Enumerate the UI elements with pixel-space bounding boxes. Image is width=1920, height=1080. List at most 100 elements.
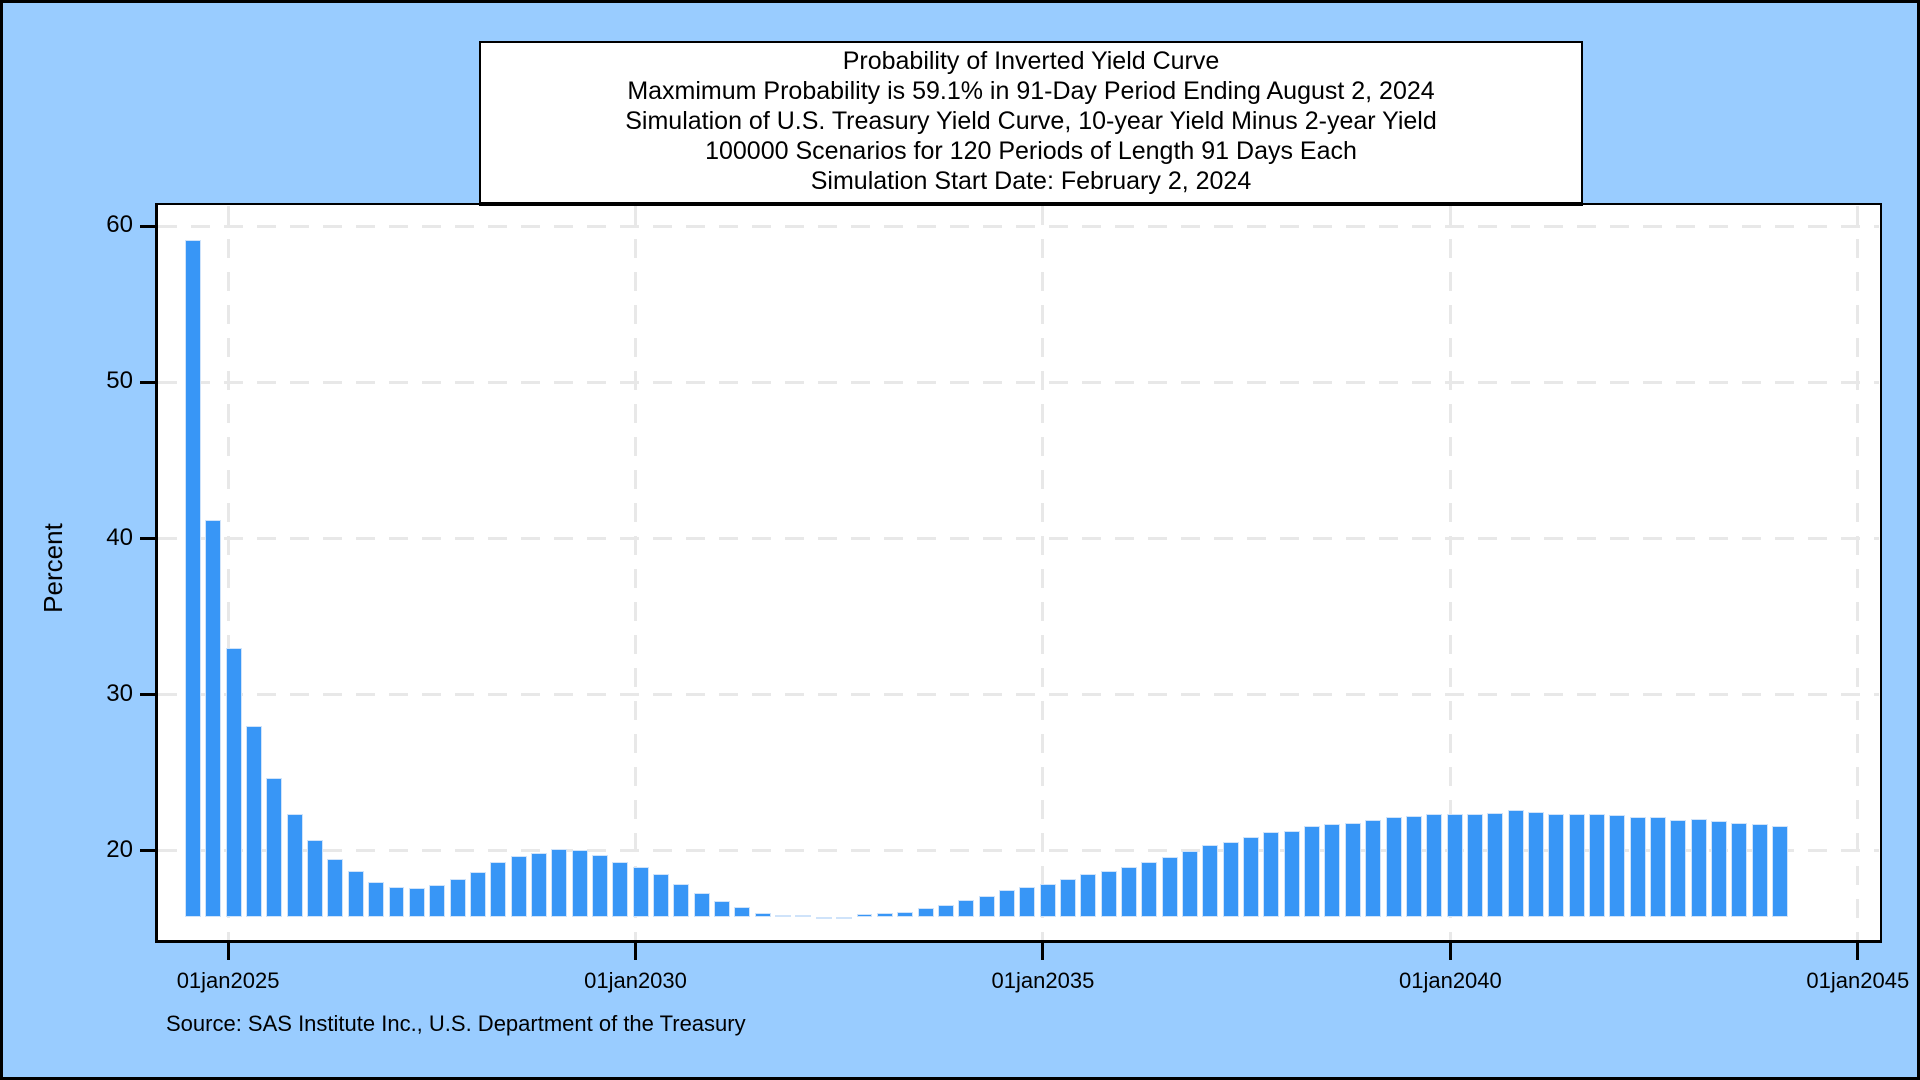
x-tick-label: 01jan2035 <box>991 968 1095 993</box>
probability-bar <box>876 913 893 917</box>
probability-bar <box>1609 815 1626 917</box>
probability-bar <box>490 861 507 917</box>
probability-bar <box>225 647 242 917</box>
y-tick-label: 30 <box>106 679 133 707</box>
y-tick-mark <box>140 849 155 853</box>
probability-bar <box>734 907 751 917</box>
probability-bar <box>551 848 568 917</box>
title-box: Probability of Inverted Yield Curve Maxm… <box>479 41 1583 206</box>
x-tick-mark <box>1448 943 1452 960</box>
probability-bar <box>1161 857 1178 917</box>
y-tick-label: 50 <box>106 367 133 395</box>
probability-bar <box>795 915 812 917</box>
title-line-3: Simulation of U.S. Treasury Yield Curve,… <box>625 107 1437 135</box>
probability-bar <box>1731 822 1748 917</box>
probability-bar <box>1283 830 1300 917</box>
probability-bar <box>1080 874 1097 917</box>
probability-bar <box>1324 824 1341 917</box>
probability-bar <box>591 854 608 917</box>
probability-bar <box>307 840 324 917</box>
probability-bar <box>815 916 832 919</box>
probability-bar <box>714 900 731 917</box>
probability-bar <box>1751 824 1768 917</box>
probability-bar <box>246 726 263 917</box>
probability-bar <box>754 913 771 917</box>
probability-bar <box>1711 821 1728 917</box>
x-gridline <box>1041 206 1045 940</box>
y-axis-title: Percent <box>38 523 68 613</box>
y-gridline <box>158 224 1879 228</box>
probability-bar <box>1243 836 1260 917</box>
probability-bar <box>1629 816 1646 917</box>
y-gridline <box>158 537 1879 541</box>
probability-bar <box>1446 813 1463 917</box>
x-gridline <box>226 206 230 940</box>
probability-bar <box>1772 825 1789 917</box>
probability-bar <box>408 888 425 917</box>
y-tick-label: 20 <box>106 835 133 863</box>
probability-bar <box>1141 861 1158 917</box>
y-tick-mark <box>140 224 155 228</box>
probability-bar <box>632 867 649 917</box>
probability-bar <box>897 911 914 917</box>
probability-bar <box>1019 886 1036 917</box>
probability-bar <box>1121 866 1137 917</box>
y-gridline <box>158 380 1879 384</box>
x-tick-mark <box>1041 943 1045 960</box>
probability-bar <box>368 882 385 917</box>
y-gridline <box>158 693 1879 697</box>
probability-bar <box>1487 812 1504 917</box>
y-tick-mark <box>140 693 155 697</box>
probability-bar <box>998 890 1015 917</box>
probability-bar <box>693 893 710 917</box>
probability-bar <box>185 240 202 917</box>
x-tick-label: 01jan2025 <box>176 968 280 993</box>
probability-bar <box>1527 811 1544 917</box>
probability-bar <box>429 885 446 917</box>
probability-bar <box>836 916 853 919</box>
probability-bar <box>1568 814 1585 917</box>
probability-bar <box>510 856 527 917</box>
plot-area <box>158 206 1879 940</box>
probability-bar <box>1059 879 1076 917</box>
title-line-4: 100000 Scenarios for 120 Periods of Leng… <box>705 137 1357 165</box>
probability-bar <box>1202 844 1219 917</box>
probability-bar <box>1507 809 1524 917</box>
probability-bar <box>1548 813 1565 917</box>
probability-bar <box>1589 813 1605 917</box>
probability-bar <box>286 813 303 917</box>
probability-bar <box>1670 819 1687 917</box>
probability-bar <box>937 904 954 917</box>
title-line-2: Maxmimum Probability is 59.1% in 91-Day … <box>627 77 1435 105</box>
probability-bar <box>571 850 588 917</box>
x-tick-mark <box>634 943 637 960</box>
probability-bar <box>1385 816 1402 917</box>
probability-bar <box>917 907 934 917</box>
x-gridline <box>634 206 637 940</box>
probability-bar <box>449 879 466 917</box>
probability-bar <box>1100 871 1117 917</box>
probability-bar <box>1466 813 1483 917</box>
probability-bar <box>1263 832 1280 917</box>
probability-bar <box>205 519 222 917</box>
probability-bar <box>1304 825 1321 917</box>
x-gridline <box>1448 206 1452 940</box>
x-tick-label: 01jan2040 <box>1398 968 1502 993</box>
probability-bar <box>469 872 486 917</box>
source-note: Source: SAS Institute Inc., U.S. Departm… <box>166 1011 746 1036</box>
probability-bar <box>347 871 364 917</box>
probability-bar <box>612 861 629 917</box>
x-gridline <box>1856 206 1860 940</box>
y-tick-mark <box>140 380 155 384</box>
probability-bar <box>1690 818 1707 917</box>
title-line-1: Probability of Inverted Yield Curve <box>842 47 1220 75</box>
probability-bar <box>388 886 405 917</box>
probability-bar <box>1182 850 1199 917</box>
probability-bar <box>958 900 975 917</box>
probability-bar <box>653 874 669 917</box>
x-tick-mark <box>1856 943 1860 960</box>
probability-bar <box>1426 814 1443 917</box>
y-tick-mark <box>140 537 155 541</box>
y-tick-label: 60 <box>106 211 133 239</box>
